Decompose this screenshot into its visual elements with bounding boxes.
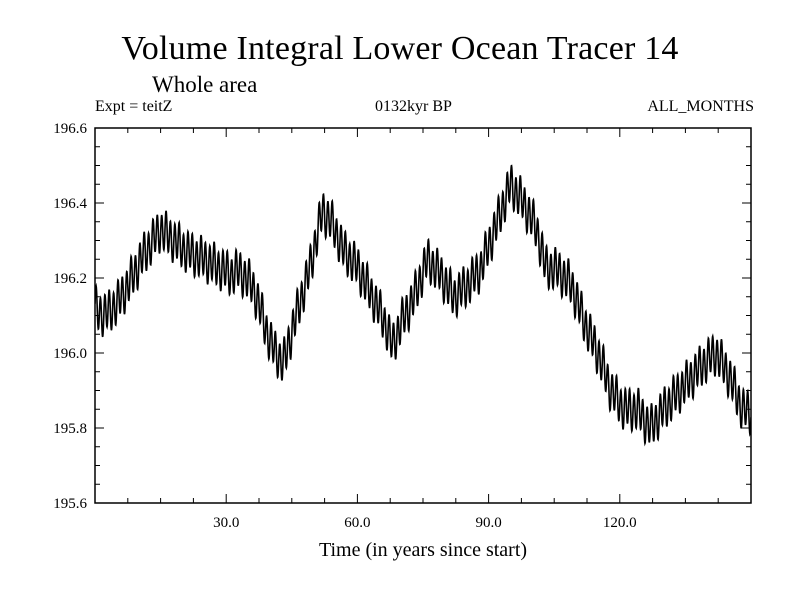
series-line: [95, 164, 751, 447]
x-axis-label: Time (in years since start): [319, 539, 527, 561]
y-tick-label: 196.2: [53, 271, 87, 287]
y-tick-label: 195.6: [53, 496, 87, 512]
x-tick-label: 60.0: [344, 515, 370, 531]
period-label: 0132kyr BP: [375, 98, 452, 115]
y-tick-label: 196.6: [53, 121, 87, 137]
tick-labels: 30.0 60.0 90.0 120.0 195.6 195.8 196.0 196.2 196…: [53, 121, 636, 531]
chart-title: Volume Integral Lower Ocean Tracer 14: [121, 30, 679, 67]
chart-subtitle: Whole area: [152, 72, 258, 97]
plot-frame: [94, 127, 752, 504]
y-tick-label: 195.8: [53, 421, 87, 437]
y-tick-label: 196.0: [53, 346, 87, 362]
series-layer: [95, 164, 751, 447]
x-tick-label: 90.0: [475, 515, 501, 531]
x-tick-label: 120.0: [603, 515, 637, 531]
axis-ticks: [94, 127, 752, 504]
months-label: ALL_MONTHS: [647, 98, 754, 115]
experiment-label: Expt = teitZ: [95, 98, 173, 115]
y-tick-label: 196.4: [53, 196, 87, 212]
x-tick-label: 30.0: [213, 515, 239, 531]
